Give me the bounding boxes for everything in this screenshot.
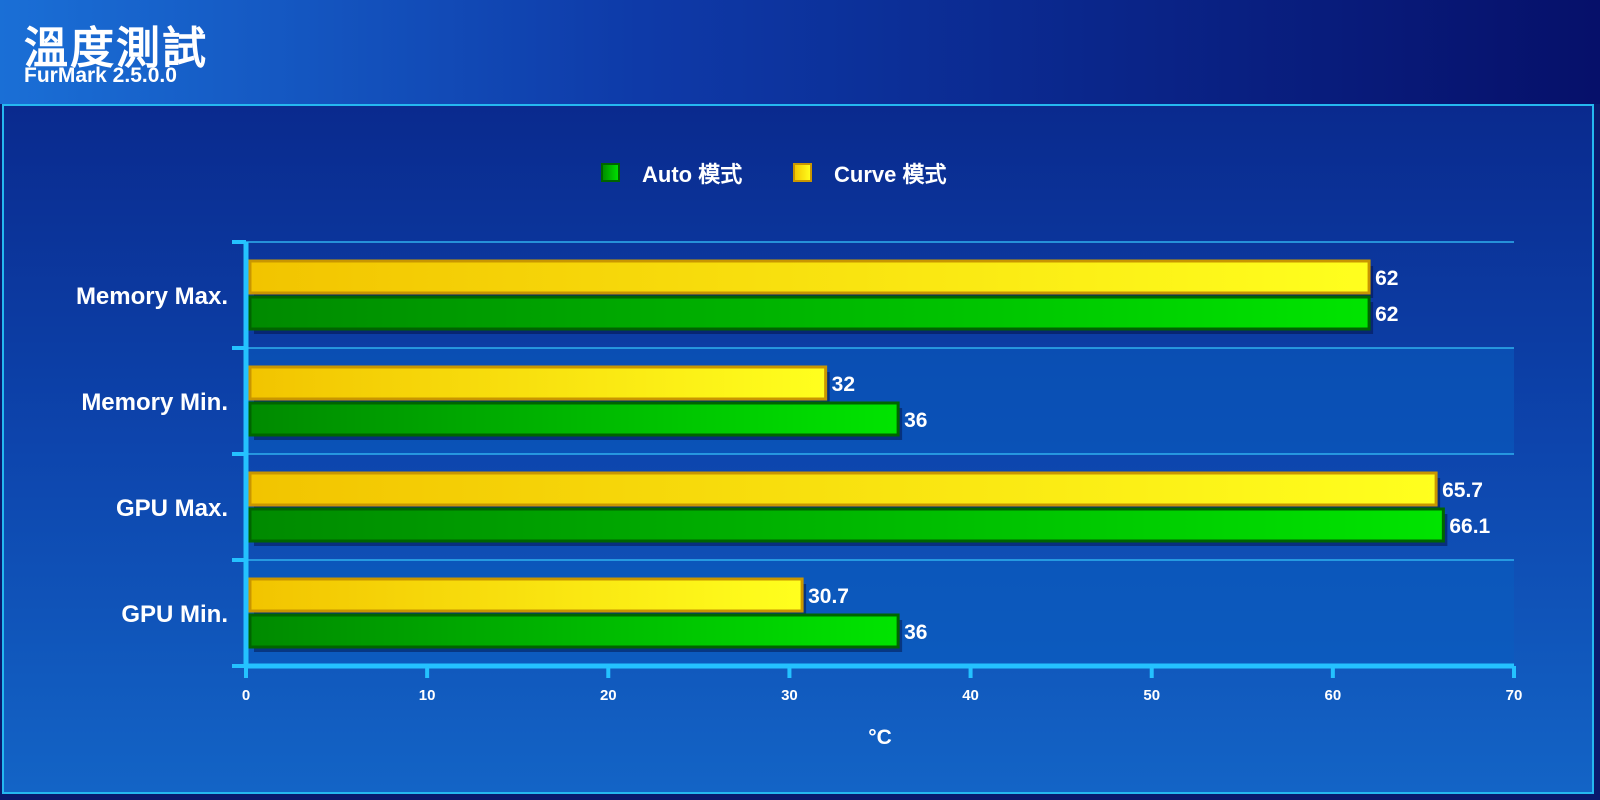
x-tick-label-50: 50 — [1143, 687, 1160, 704]
legend-label-curve: Curve 模式 — [834, 162, 946, 187]
x-tick-label-60: 60 — [1325, 687, 1342, 704]
legend-swatch-auto — [601, 163, 620, 182]
bar-curve-2 — [248, 471, 1438, 507]
bar-auto-2 — [248, 507, 1445, 543]
category-label-3: GPU Min. — [121, 601, 228, 628]
category-label-0: Memory Max. — [76, 283, 228, 310]
value-label-curve-1: 32 — [832, 373, 855, 396]
bar-curve-1 — [248, 365, 828, 401]
value-label-curve-2: 65.7 — [1442, 479, 1483, 502]
bar-auto-0 — [248, 295, 1371, 331]
bar-auto-3 — [248, 613, 900, 649]
bar-curve-0 — [248, 259, 1371, 295]
x-tick-label-30: 30 — [781, 687, 798, 704]
x-axis-title: °C — [868, 726, 892, 749]
value-label-curve-0: 62 — [1375, 267, 1398, 290]
x-tick-label-10: 10 — [419, 687, 436, 704]
bar-auto-1 — [248, 401, 900, 437]
x-tick-label-20: 20 — [600, 687, 617, 704]
category-label-2: GPU Max. — [116, 495, 228, 522]
header-banner: 溫度測試 FurMark 2.5.0.0 — [0, 0, 1600, 104]
x-tick-label-40: 40 — [962, 687, 979, 704]
legend-swatch-curve — [793, 163, 812, 182]
value-label-curve-3: 30.7 — [808, 585, 849, 608]
category-label-1: Memory Min. — [81, 389, 228, 416]
page-title: 溫度測試 — [24, 23, 208, 74]
value-label-auto-2: 66.1 — [1449, 515, 1490, 538]
legend-label-auto: Auto 模式 — [642, 162, 742, 187]
x-tick-label-0: 0 — [242, 687, 250, 704]
value-label-auto-3: 36 — [904, 621, 927, 644]
value-label-auto-1: 36 — [904, 409, 927, 432]
bar-curve-3 — [248, 577, 804, 613]
value-label-auto-0: 62 — [1375, 303, 1398, 326]
page-subtitle: FurMark 2.5.0.0 — [24, 64, 177, 87]
x-tick-label-70: 70 — [1506, 687, 1523, 704]
